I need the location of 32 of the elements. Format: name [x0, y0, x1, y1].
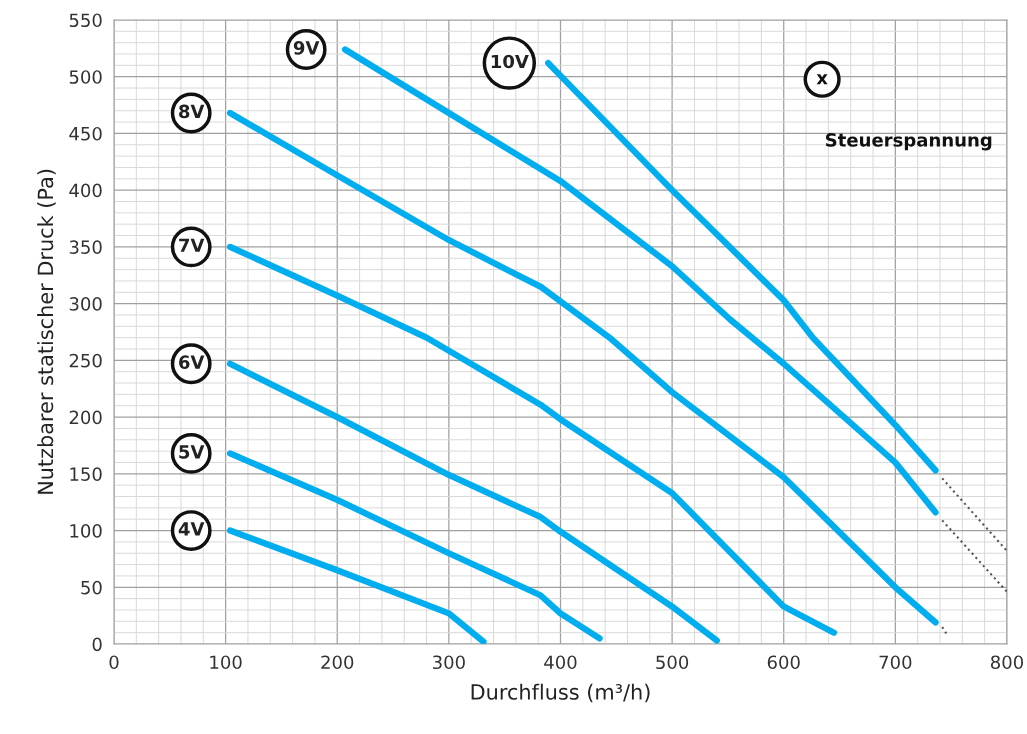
y-tick-label: 100 — [70, 524, 102, 538]
y-axis-title: Nutzbarer statischer Druck (Pa) — [37, 169, 56, 494]
y-tick-label: 0 — [92, 637, 102, 652]
y-tick-label: 250 — [69, 353, 102, 368]
series-label: 7V — [179, 238, 205, 252]
x-tick-label: 500 — [656, 655, 689, 670]
series-label: 6V — [179, 355, 205, 369]
y-tick-label: 150 — [70, 467, 102, 481]
x-tick-label: 200 — [321, 655, 354, 670]
annotation: x — [816, 74, 828, 85]
annotation: Steuerspannung — [826, 133, 992, 151]
x-tick-label: 300 — [433, 655, 465, 670]
x-tick-label: 100 — [210, 655, 242, 670]
series-label: 4V — [178, 522, 205, 536]
series-label: 8V — [179, 104, 205, 119]
x-tick-label: 600 — [767, 655, 800, 670]
y-tick-label: 350 — [69, 240, 102, 255]
y-tick-label: 500 — [69, 70, 102, 84]
series-label: 9V — [293, 41, 320, 55]
y-tick-label: 300 — [69, 297, 102, 311]
x-tick-label: 700 — [879, 655, 912, 670]
x-axis-title: Durchfluss (m³/h) — [471, 683, 650, 703]
y-tick-label: 550 — [69, 13, 102, 28]
series-label: 10V — [491, 54, 529, 69]
y-tick-label: 50 — [81, 580, 102, 595]
series-label: 5V — [179, 445, 205, 459]
y-tick-label: 400 — [69, 183, 102, 198]
y-tick-label: 450 — [69, 126, 102, 141]
x-tick-label: 400 — [544, 655, 577, 670]
x-tick-label: 0 — [109, 655, 119, 670]
y-tick-label: 200 — [69, 410, 102, 425]
x-tick-label: 800 — [990, 655, 1024, 670]
